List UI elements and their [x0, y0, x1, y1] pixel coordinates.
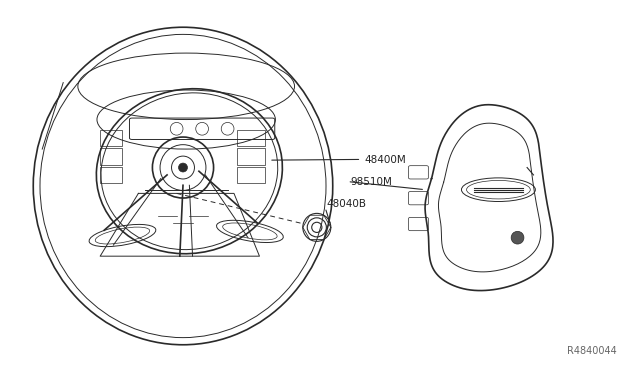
Text: R4840044: R4840044 — [566, 346, 616, 356]
Text: 48400M: 48400M — [365, 155, 406, 165]
Ellipse shape — [511, 231, 524, 244]
Text: 98510M: 98510M — [351, 177, 392, 187]
Text: 48040B: 48040B — [326, 199, 366, 209]
Ellipse shape — [179, 163, 188, 172]
